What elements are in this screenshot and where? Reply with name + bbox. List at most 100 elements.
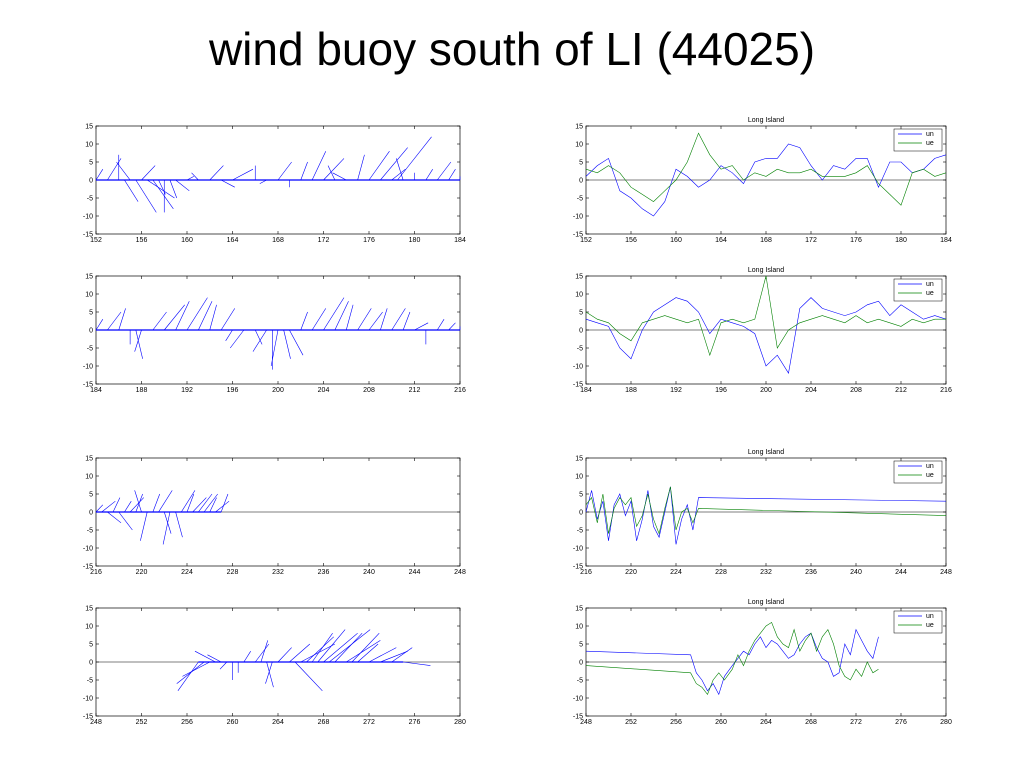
wind-stick [134,490,142,513]
panel-title: Long Island [748,267,784,274]
y-tick-label: -10 [573,546,583,553]
wind-stick [294,661,323,692]
wind-stick [300,161,308,181]
x-tick-label: 248 [580,719,592,726]
wind-stick [329,629,371,663]
legend-label: un [926,281,934,288]
wind-stick [194,650,216,663]
wind-stick [448,169,456,181]
x-tick-label: 184 [454,237,466,244]
legend-box [893,128,943,152]
panel-title: Long Island [748,599,784,606]
wind-stick [289,643,311,663]
wind-stick [266,661,274,688]
wind-stick [317,629,346,663]
y-tick-label: 5 [89,642,93,649]
wind-stick [403,661,431,666]
x-tick-label: 160 [181,237,193,244]
series-line-un [585,297,947,375]
y-tick-label: 0 [579,660,583,667]
x-tick-label: 152 [580,237,592,244]
series-line-ue [585,275,946,357]
legend-box [893,460,943,484]
y-tick-label: -15 [83,382,93,389]
legend-label: ue [926,140,934,147]
x-tick-label: 152 [90,237,102,244]
wind-stick [277,161,292,181]
x-tick-label: 188 [625,387,637,394]
wind-stick [175,179,190,192]
wind-stick [368,647,397,663]
x-tick-label: 240 [363,569,375,576]
y-tick-label: 10 [575,624,583,631]
x-tick-label: 224 [181,569,193,576]
legend-label: ue [926,472,934,479]
wind-stick [252,329,267,352]
x-tick-label: 212 [409,387,421,394]
x-tick-label: 260 [227,719,239,726]
y-tick-label: -5 [577,346,583,353]
wind-stick [95,319,104,331]
x-tick-label: 236 [805,569,817,576]
x-tick-label: 280 [940,719,952,726]
y-tick-label: -10 [573,214,583,221]
panel-title: Long Island [748,449,784,456]
x-tick-label: 256 [181,719,193,726]
wind-stick [402,311,411,331]
wind-stick [327,165,336,181]
wind-stick [176,661,205,684]
wind-stick [351,632,380,663]
legend-label: un [926,613,934,620]
wind-stick [186,297,208,331]
wind-stick [436,319,445,331]
wind-stick [198,493,213,513]
wind-stick [270,329,279,367]
legend-label: un [926,131,934,138]
wind-stick [332,172,347,181]
wind-stick [311,308,327,331]
wind-stick [158,490,173,513]
wind-stick [368,151,390,181]
y-tick-label: 5 [89,492,93,499]
y-tick-label: 0 [579,328,583,335]
x-tick-label: 256 [670,719,682,726]
wind-stick [209,165,224,181]
x-tick-label: 276 [409,719,421,726]
x-tick-label: 268 [805,719,817,726]
x-tick-label: 164 [715,237,727,244]
y-tick-label: -15 [83,564,93,571]
y-tick-label: -5 [577,196,583,203]
wind-stick [181,490,196,513]
wind-stick [192,497,207,513]
wind-stick [215,500,230,513]
x-tick-label: 188 [136,387,148,394]
wind-stick [209,497,217,513]
y-tick-label: -15 [573,232,583,239]
x-tick-label: 196 [227,387,239,394]
wind-stick [232,168,254,181]
x-tick-label: 204 [805,387,817,394]
x-tick-label: 192 [670,387,682,394]
wind-stick [220,308,236,331]
y-tick-label: -15 [573,564,583,571]
wind-stick [306,636,334,663]
x-tick-label: 272 [363,719,375,726]
wind-stick [207,654,222,663]
y-tick-label: -15 [573,382,583,389]
slide-title: wind buoy south of LI (44025) [208,23,816,75]
legend-box [893,278,943,302]
wind-stick [124,179,139,202]
x-tick-label: 204 [318,387,330,394]
x-tick-label: 248 [454,569,466,576]
wind-stick [283,329,291,359]
y-tick-label: 0 [89,328,93,335]
x-tick-label: 236 [318,569,330,576]
legend-label: ue [926,622,934,629]
x-tick-label: 156 [625,237,637,244]
chart-panel-7: 248 252 256 260 264 268 272 276 280 15 10 5 0 -5 -10 -1… [83,606,466,727]
y-tick-label: 5 [579,642,583,649]
wind-stick [175,511,183,538]
x-tick-label: 208 [363,387,375,394]
wind-stick [203,493,218,513]
wind-stick [311,633,333,663]
